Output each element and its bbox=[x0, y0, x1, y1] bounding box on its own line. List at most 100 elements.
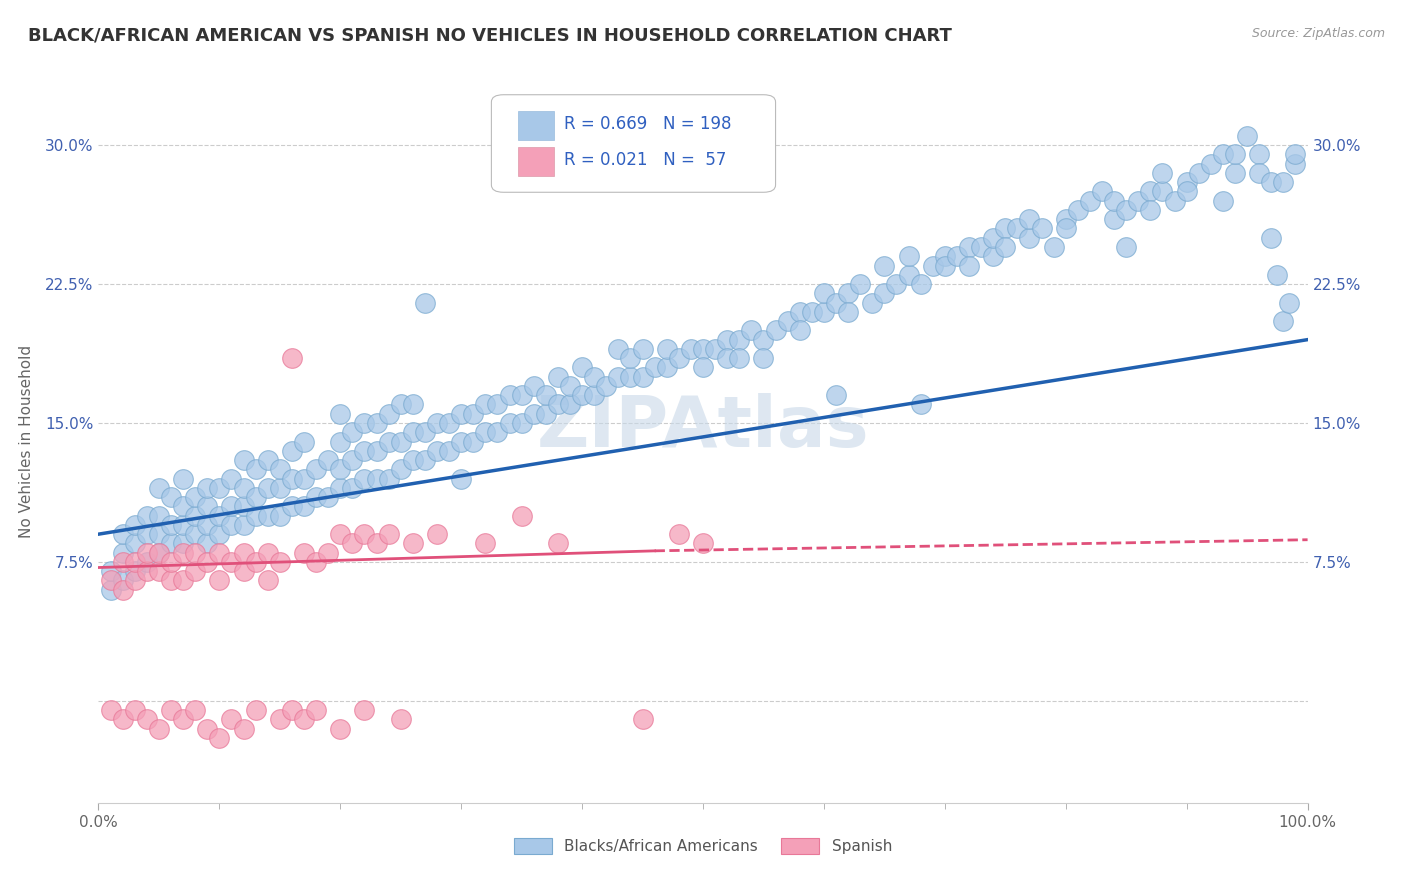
Point bbox=[547, 369, 569, 384]
Point bbox=[631, 342, 654, 356]
Point bbox=[245, 703, 267, 717]
Point bbox=[256, 453, 278, 467]
Point bbox=[1278, 295, 1301, 310]
Point bbox=[329, 407, 352, 421]
Point bbox=[583, 388, 606, 402]
Text: Source: ZipAtlas.com: Source: ZipAtlas.com bbox=[1251, 27, 1385, 40]
Point bbox=[256, 508, 278, 523]
Point bbox=[208, 574, 231, 588]
Point bbox=[523, 407, 546, 421]
Point bbox=[195, 517, 218, 532]
Point bbox=[124, 574, 146, 588]
Point bbox=[366, 536, 388, 550]
Point bbox=[655, 342, 678, 356]
Point bbox=[100, 703, 122, 717]
FancyBboxPatch shape bbox=[492, 95, 776, 193]
Point bbox=[1223, 147, 1246, 161]
Point bbox=[1212, 147, 1234, 161]
Point bbox=[1102, 212, 1125, 227]
Point bbox=[534, 407, 557, 421]
Point bbox=[728, 333, 751, 347]
Point bbox=[195, 555, 218, 569]
Point bbox=[1249, 166, 1271, 180]
Point bbox=[124, 536, 146, 550]
Point bbox=[269, 481, 291, 495]
Point bbox=[100, 574, 122, 588]
Point bbox=[353, 472, 375, 486]
Point bbox=[1188, 166, 1211, 180]
Point bbox=[124, 555, 146, 569]
Point bbox=[184, 527, 207, 541]
Point bbox=[946, 249, 969, 263]
Point bbox=[111, 546, 134, 560]
Point bbox=[269, 508, 291, 523]
Point bbox=[1115, 202, 1137, 217]
Point bbox=[1175, 185, 1198, 199]
Point bbox=[510, 388, 533, 402]
Point bbox=[1139, 202, 1161, 217]
Point bbox=[256, 481, 278, 495]
Point bbox=[704, 342, 727, 356]
Point bbox=[232, 481, 254, 495]
Point bbox=[232, 546, 254, 560]
Point bbox=[281, 472, 304, 486]
Point bbox=[221, 713, 243, 727]
Point bbox=[668, 527, 690, 541]
Point bbox=[148, 546, 170, 560]
Point bbox=[245, 508, 267, 523]
Point bbox=[692, 360, 714, 375]
Point bbox=[837, 286, 859, 301]
Point bbox=[281, 351, 304, 366]
Point bbox=[316, 546, 339, 560]
Y-axis label: No Vehicles in Household: No Vehicles in Household bbox=[18, 345, 34, 538]
Point bbox=[232, 517, 254, 532]
Point bbox=[377, 527, 399, 541]
Point bbox=[463, 407, 485, 421]
Text: ZIPAtlas: ZIPAtlas bbox=[537, 392, 869, 461]
Point bbox=[1054, 212, 1077, 227]
Point bbox=[135, 564, 157, 578]
Point bbox=[305, 490, 328, 504]
Point bbox=[184, 703, 207, 717]
Point bbox=[316, 453, 339, 467]
Point bbox=[366, 472, 388, 486]
Point bbox=[160, 536, 183, 550]
Point bbox=[208, 731, 231, 745]
Point bbox=[583, 369, 606, 384]
Point bbox=[111, 574, 134, 588]
Point bbox=[366, 443, 388, 458]
Point bbox=[463, 434, 485, 449]
Point bbox=[1091, 185, 1114, 199]
Point bbox=[305, 462, 328, 476]
Point bbox=[558, 379, 581, 393]
Point bbox=[353, 416, 375, 430]
Point bbox=[172, 713, 194, 727]
Point bbox=[232, 564, 254, 578]
Point bbox=[1042, 240, 1064, 254]
Point bbox=[534, 388, 557, 402]
Point bbox=[232, 453, 254, 467]
Point bbox=[413, 425, 436, 440]
Point bbox=[957, 259, 980, 273]
Point bbox=[1007, 221, 1029, 235]
Point bbox=[184, 508, 207, 523]
Point bbox=[402, 397, 425, 411]
Point bbox=[800, 305, 823, 319]
Point bbox=[450, 407, 472, 421]
Point bbox=[245, 490, 267, 504]
Point bbox=[860, 295, 883, 310]
Point bbox=[981, 249, 1004, 263]
Point bbox=[148, 564, 170, 578]
Point bbox=[1152, 166, 1174, 180]
Point bbox=[776, 314, 799, 328]
Point bbox=[474, 536, 496, 550]
FancyBboxPatch shape bbox=[517, 111, 554, 139]
Point bbox=[437, 443, 460, 458]
Point bbox=[281, 500, 304, 514]
Point bbox=[607, 342, 630, 356]
Point bbox=[281, 443, 304, 458]
Point bbox=[413, 453, 436, 467]
Point bbox=[389, 397, 412, 411]
Point bbox=[571, 360, 593, 375]
Point bbox=[886, 277, 908, 291]
